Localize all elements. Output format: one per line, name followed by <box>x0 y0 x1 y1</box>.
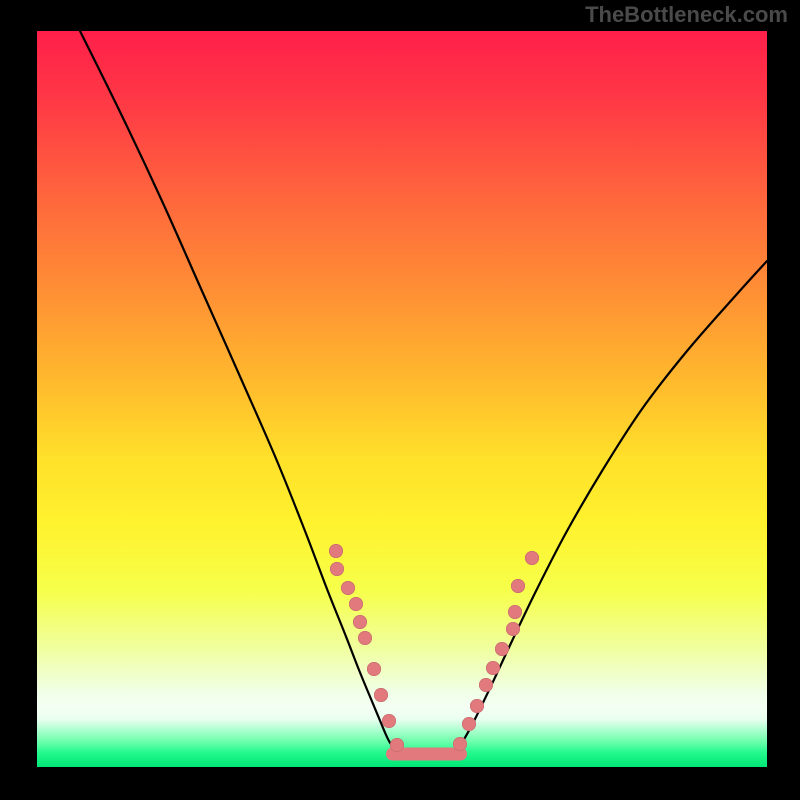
marker-point <box>453 737 467 751</box>
marker-point <box>462 717 476 731</box>
marker-point <box>495 642 509 656</box>
marker-point <box>374 688 388 702</box>
curve-layer <box>37 31 767 767</box>
marker-point <box>330 562 344 576</box>
curve-right <box>455 261 767 752</box>
marker-point <box>508 605 522 619</box>
marker-point <box>367 662 381 676</box>
marker-point <box>341 581 355 595</box>
marker-point <box>525 551 539 565</box>
marker-point <box>479 678 493 692</box>
watermark-text: TheBottleneck.com <box>585 2 788 28</box>
marker-point <box>511 579 525 593</box>
marker-point <box>358 631 372 645</box>
marker-point <box>353 615 367 629</box>
plot-area <box>37 31 767 767</box>
marker-point <box>382 714 396 728</box>
marker-point <box>329 544 343 558</box>
marker-point <box>470 699 484 713</box>
marker-point <box>486 661 500 675</box>
marker-point <box>506 622 520 636</box>
marker-point <box>349 597 363 611</box>
marker-point <box>390 738 404 752</box>
curve-left <box>80 31 397 752</box>
